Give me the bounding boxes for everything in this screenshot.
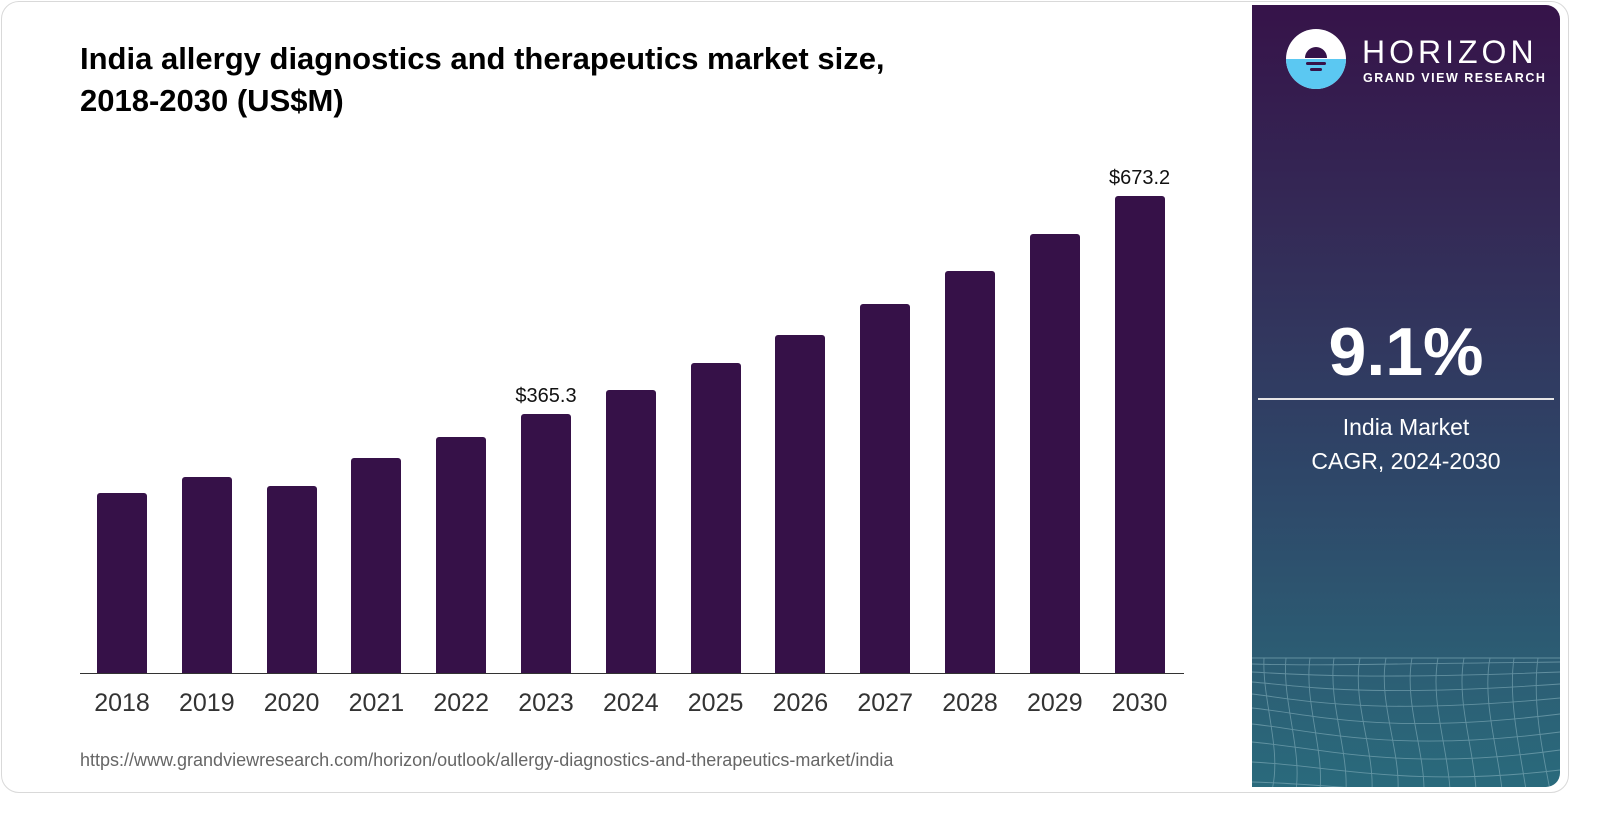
horizon-logo-icon [1286,29,1346,89]
bar-2024 [605,390,656,673]
bar-data-label: $365.3 [515,385,577,408]
bar-2022 [436,436,487,673]
bar-2020 [266,486,317,673]
cagr-label: India Market CAGR, 2024-2030 [1252,410,1560,478]
cagr-label-line-1: India Market [1342,414,1470,440]
title-line-2: 2018-2030 (US$M) [80,83,344,118]
x-tick-label: 2028 [942,689,998,717]
brand-name: HORIZON [1362,34,1538,70]
bar-2030 [1114,196,1165,673]
x-tick-label: 2023 [518,689,574,717]
bar-chart: 2018 2019 2020 2021 2022 2023 $365.3 2024 2025 20… [80,152,1184,732]
x-tick-label: 2026 [772,689,829,717]
bar-2027 [860,303,911,673]
x-tick-label: 2029 [1026,689,1083,717]
x-tick-label: 2018 [94,689,150,717]
bar-2026 [775,335,826,673]
bar-2018 [97,493,147,673]
x-tick-label: 2030 [1111,689,1168,717]
title-line-1: India allergy diagnostics and therapeuti… [80,41,885,76]
x-tick-label: 2019 [178,689,235,717]
x-tick-label: 2025 [687,689,744,717]
x-tick-label: 2027 [857,689,913,717]
mesh-wave-decoration-icon [1252,657,1560,787]
bar-2029 [1029,233,1080,673]
cagr-value: 9.1% [1328,314,1484,390]
bar-2021 [351,458,402,673]
bar-2025 [690,363,741,673]
bar-2019 [181,477,232,673]
x-tick-label: 2020 [263,689,320,717]
bar-data-label: $673.2 [1109,167,1171,189]
cagr-label-line-2: CAGR, 2024-2030 [1311,448,1501,474]
x-tick-label: 2021 [348,689,405,717]
brand-subtitle: GRAND VIEW RESEARCH [1363,71,1547,85]
bar-2023 [521,414,571,673]
source-url: https://www.grandviewresearch.com/horizo… [80,750,894,770]
x-axis-line [80,673,1184,674]
x-tick-label: 2022 [433,689,489,717]
bar-2028 [945,271,995,673]
chart-title: India allergy diagnostics and therapeuti… [80,38,1080,122]
sidebar-panel: HORIZON GRAND VIEW RESEARCH 9.1% India M… [1252,5,1560,787]
divider [1258,398,1554,400]
x-tick-label: 2024 [602,689,659,717]
